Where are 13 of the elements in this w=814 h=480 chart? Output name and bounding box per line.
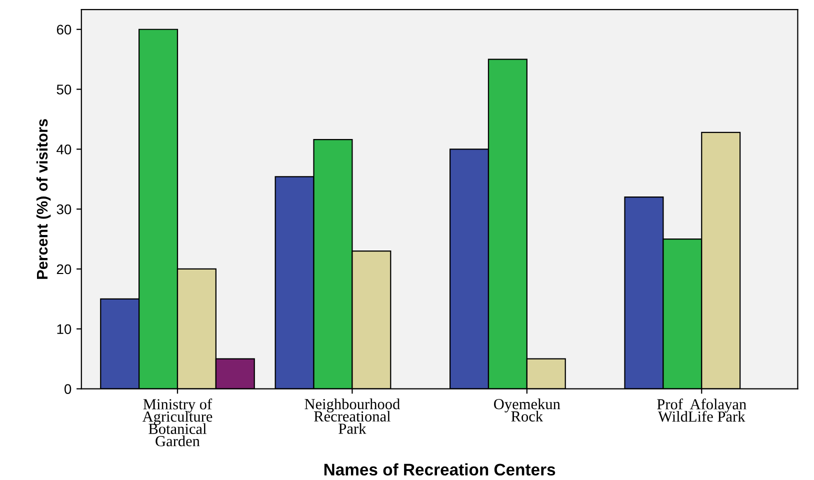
- x-tick-label: Prof Afolayan WildLife Park: [657, 398, 746, 422]
- y-tick-label: 0: [64, 384, 72, 394]
- x-tick-label: Neighbourhood Recreational Park: [304, 398, 400, 434]
- y-tick-label: 20: [56, 264, 72, 274]
- y-tick-label: 60: [56, 24, 72, 35]
- x-axis-title: Names of Recreation Centers: [324, 463, 556, 476]
- y-tick-label: 40: [56, 144, 72, 154]
- y-axis-title: Percent (%) of visitors: [36, 119, 51, 279]
- x-tick-label: Oyemekun Rock: [494, 398, 560, 422]
- y-tick-label: 10: [57, 324, 72, 334]
- x-tick-label: Ministry of Agriculture Botanical Garden: [142, 398, 212, 446]
- y-tick-label: 30: [56, 204, 72, 214]
- y-tick-label: 50: [56, 84, 72, 94]
